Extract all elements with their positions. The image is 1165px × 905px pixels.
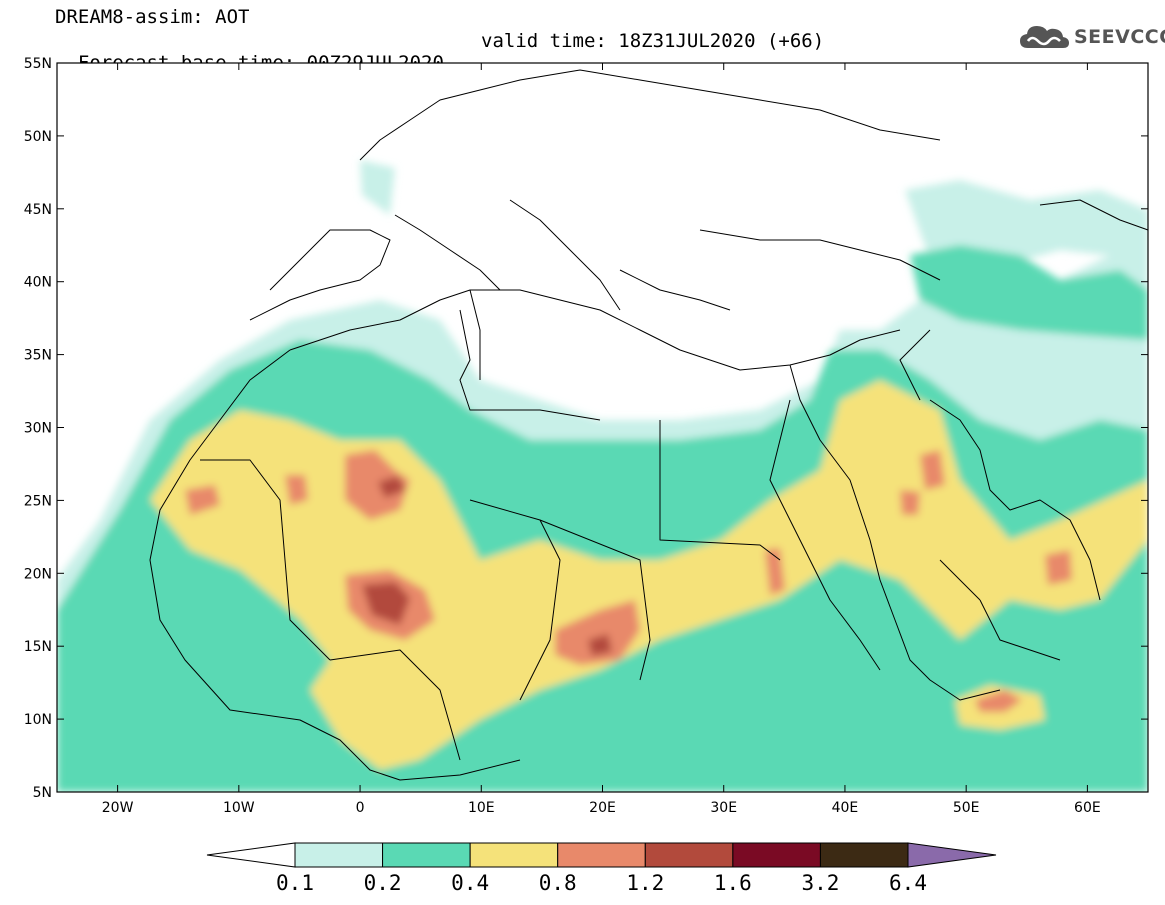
lon-tick-label: 60E <box>1074 800 1101 816</box>
lon-tick-label: 40E <box>832 800 859 816</box>
lat-tick-label: 55N <box>24 56 52 72</box>
colorbar-label: 6.4 <box>889 871 927 895</box>
lat-tick-label: 35N <box>24 348 52 364</box>
aot-band-1.2 <box>588 634 612 656</box>
colorbar-label: 0.4 <box>451 871 490 895</box>
lat-tick-label: 20N <box>24 566 52 582</box>
colorbar-box <box>294 842 384 868</box>
cloud-icon <box>1020 26 1069 48</box>
lon-tick-label: 20W <box>102 800 134 816</box>
aot-band-0.8 <box>555 600 640 665</box>
colorbar-extend-high <box>907 842 997 868</box>
lon-tick-label: 30E <box>710 800 737 816</box>
axis-ticks <box>57 62 1148 793</box>
lat-tick-labels: 55N 50N 45N 40N 35N 30N 25N 20N 15N 10N 5N <box>24 56 52 801</box>
lat-tick-label: 5N <box>33 785 52 801</box>
lat-tick-label: 10N <box>24 712 52 728</box>
colorbar-extend-low <box>206 842 296 868</box>
seevccc-logo: SEEVCCC <box>1018 22 1165 52</box>
colorbar-box <box>382 842 471 868</box>
valid-time-label: valid time: 18Z31JUL2020 (+66) <box>481 30 825 52</box>
aot-band-0.8 <box>185 485 220 515</box>
lat-tick-label: 50N <box>24 129 52 145</box>
colorbar-box <box>819 842 909 868</box>
colorbar-label: 1.6 <box>713 871 752 895</box>
aot-band-0.8 <box>900 490 920 515</box>
colorbar-box <box>469 842 559 868</box>
aot-band-0.1 <box>360 160 395 215</box>
colorbar-label: 3.2 <box>801 871 840 895</box>
aot-field <box>57 160 1148 792</box>
coastlines-borders <box>149 69 1149 781</box>
lon-tick-label: 10E <box>468 800 495 816</box>
aot-band-0.8 <box>285 475 308 505</box>
colorbar-label: 1.2 <box>626 871 665 895</box>
colorbar-box <box>557 842 646 868</box>
colorbar <box>206 842 997 868</box>
aot-band-1.2 <box>362 582 410 625</box>
lat-tick-label: 30N <box>24 421 52 437</box>
aot-band-0.8 <box>920 450 945 490</box>
lon-tick-labels: 20W 10W 0 10E 20E 30E 40E 50E 60E <box>102 800 1101 816</box>
lat-tick-label: 45N <box>24 202 52 218</box>
lat-tick-label: 15N <box>24 639 52 655</box>
aot-band-1.2 <box>378 476 406 498</box>
colorbar-label: 0.1 <box>276 871 314 895</box>
colorbar-label: 0.2 <box>363 871 402 895</box>
lon-tick-label: 10W <box>223 800 255 816</box>
map-title: DREAM8-assim: AOT <box>55 6 250 28</box>
logo-text: SEEVCCC <box>1074 26 1165 48</box>
lat-tick-label: 40N <box>24 275 52 291</box>
aot-band-0.8 <box>345 450 410 520</box>
colorbar-label: 0.8 <box>538 871 577 895</box>
lon-tick-label: 20E <box>589 800 616 816</box>
aot-band-0.8 <box>975 690 1022 712</box>
aot-band-0.8 <box>1045 550 1072 585</box>
lat-tick-label: 25N <box>24 493 52 509</box>
lon-tick-label: 50E <box>953 800 980 816</box>
colorbar-box <box>732 842 821 868</box>
colorbar-box <box>644 842 734 868</box>
lon-tick-label: 0 <box>356 800 365 816</box>
aot-band-0.2 <box>910 245 1148 340</box>
